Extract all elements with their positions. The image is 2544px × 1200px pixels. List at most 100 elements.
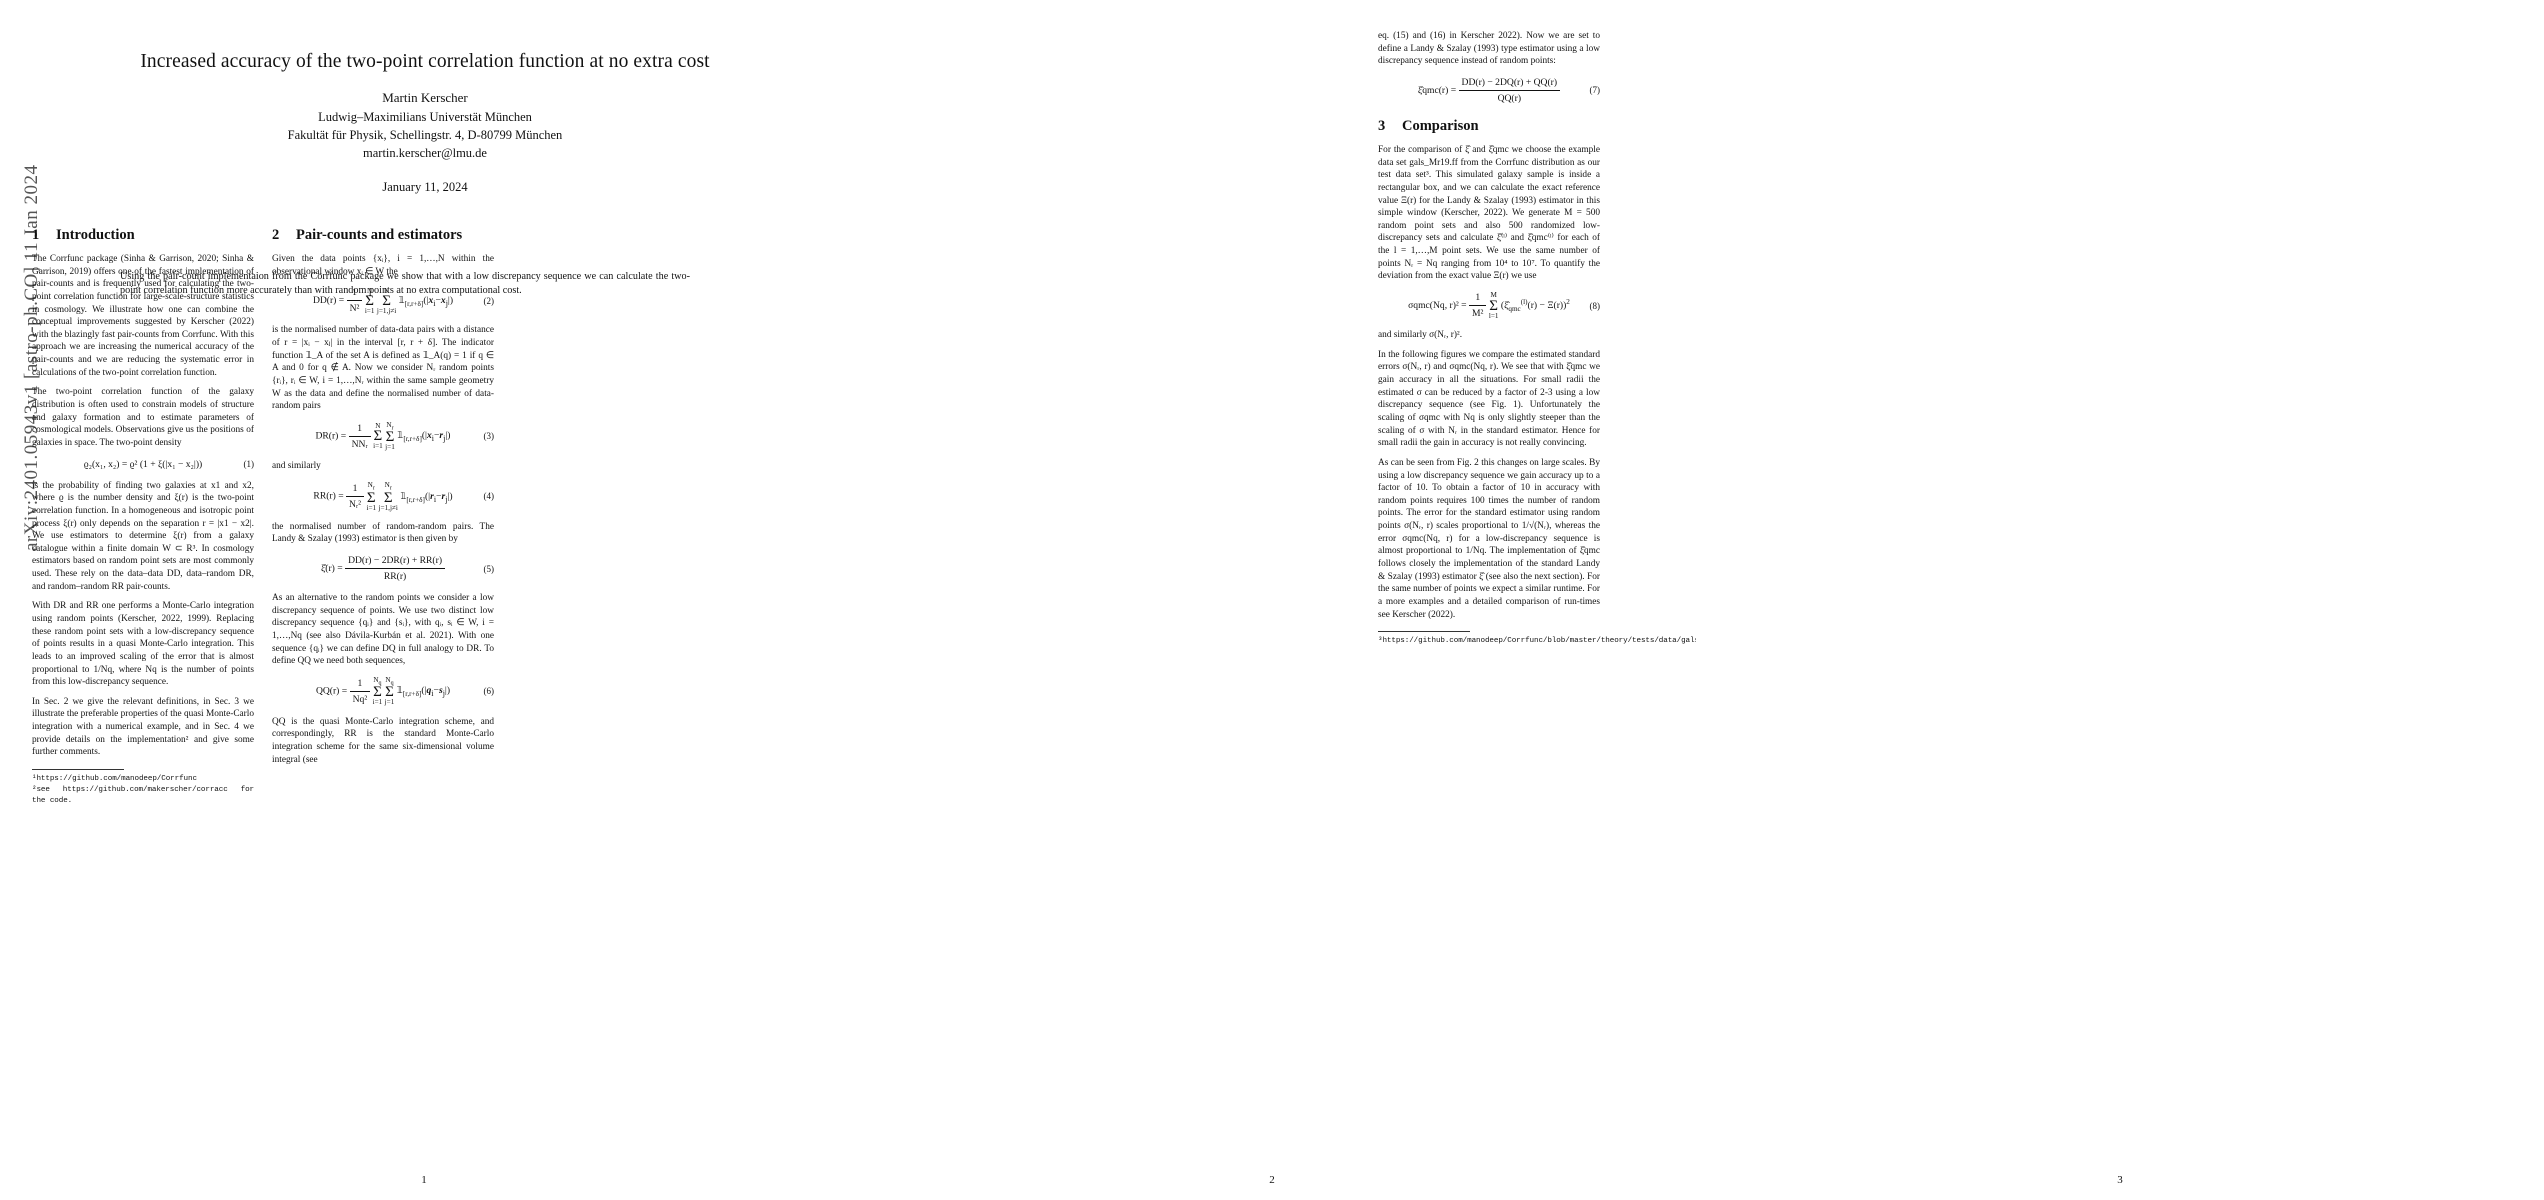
fraction-numerator: 1 <box>1469 291 1487 307</box>
page-number-3: 3 <box>2117 1174 2123 1186</box>
section-number: 2 <box>272 227 280 243</box>
equation-lhs: ξ̂qmc(r) = <box>1417 84 1457 96</box>
fraction-denominator: QQ(r) <box>1497 92 1522 104</box>
footnote-2: ²see https://github.com/makerscher/corra… <box>32 786 254 806</box>
fraction-denominator: NNᵣ <box>351 438 368 450</box>
section-heading-paircounts: 2 Pair-counts and estimators <box>272 227 494 244</box>
equation-fraction: DD(r) − 2DR(r) + RR(r) RR(r) <box>345 554 446 583</box>
page-number-2: 2 <box>1269 1174 1275 1186</box>
paragraph: In Sec. 2 we give the relevant definitio… <box>32 696 254 758</box>
equation-body: ϱ₂(x₁, x₂) = ϱ² (1 + ξ(|x₁ − x₂|)) <box>83 458 203 470</box>
equation-lhs: RR(r) = <box>313 490 344 502</box>
paragraph: For the comparison of ξ̂ and ξ̂qmc we ch… <box>1378 144 1600 282</box>
publication-date: January 11, 2024 <box>382 179 468 194</box>
section-title: Pair-counts and estimators <box>296 227 463 243</box>
fraction-numerator: DD(r) − 2DR(r) + RR(r) <box>345 554 446 570</box>
fraction-numerator: 1 <box>349 677 371 692</box>
fraction-denominator: RR(r) <box>383 571 407 583</box>
fraction-numerator: 1 <box>346 482 365 497</box>
paragraph: As an alternative to the random points w… <box>272 593 494 667</box>
page1-column-2: 2 Pair-counts and estimators Given the da… <box>272 227 494 773</box>
affiliation-line-1: Ludwig–Maximilians Universtät München <box>318 110 532 125</box>
indicator-term: 𝟙[r,r+δ](|ri−rj|) <box>400 490 453 504</box>
footnote-1: ¹https://github.com/manodeep/Corrfunc <box>32 775 197 784</box>
equation-5: ξ̂(r) = DD(r) − 2DR(r) + RR(r) RR(r) (5) <box>272 554 494 583</box>
equation-lhs: ξ̂(r) = <box>320 562 343 574</box>
equation-tag: (1) <box>243 458 255 469</box>
affiliation-line-2: Fakultät für Physik, Schellingstr. 4, D-… <box>287 128 563 143</box>
page-number-1: 1 <box>421 1174 427 1186</box>
abstract: Using the pair-count implementaion from … <box>120 271 690 297</box>
equation-tag: (2) <box>483 295 495 306</box>
indicator-term: 𝟙[r,r+δ](|xi−xj|) <box>398 294 454 308</box>
equation-fraction: 1 M² <box>1469 291 1487 320</box>
footnote-rule <box>32 769 124 771</box>
page2-column-1: eq. (15) and (16) in Kerscher 2022). Now… <box>1378 30 1735 647</box>
equation-7: ξ̂qmc(r) = DD(r) − 2DQ(r) + QQ(r) QQ(r) … <box>1378 76 1600 105</box>
paragraph: The two-point correlation function of th… <box>32 387 254 448</box>
equation-lhs: QQ(r) = <box>315 685 348 697</box>
equation-fraction: 1 Nᵣ² <box>346 482 365 511</box>
paragraph: The Corrfunc package (Sinha & Garrison, … <box>32 253 254 378</box>
equation-tag: (4) <box>483 491 495 502</box>
fraction-denominator: Nq² <box>352 693 368 705</box>
equation-fraction: 1 NNᵣ <box>348 422 371 451</box>
equation-1: ϱ₂(x₁, x₂) = ϱ² (1 + ξ(|x₁ − x₂|)) (1) <box>32 458 254 471</box>
equation-tag: (5) <box>483 563 495 574</box>
section-title: Introduction <box>56 227 135 243</box>
author-name: Martin Kerscher <box>382 90 468 106</box>
section-number: 3 <box>1378 118 1386 135</box>
fraction-numerator: DD(r) − 2DQ(r) + QQ(r) <box>1458 76 1561 91</box>
fraction-denominator: Nᵣ² <box>349 498 362 510</box>
equation-tag: (8) <box>1589 300 1601 311</box>
section-heading-comparison: 3 Comparison <box>1378 118 1600 135</box>
fraction-denominator: M² <box>1472 308 1484 320</box>
footnote-rule <box>1378 631 1470 633</box>
footnote-3: ³https://github.com/manodeep/Corrfunc/bl… <box>1378 637 1735 646</box>
page-2: eq. (15) and (16) in Kerscher 2022). Now… <box>848 0 2448 1200</box>
equation-lhs: σqmc(Nq, r)² = <box>1408 299 1467 311</box>
equation-term: (ξ̂qmc(l)(r) − Ξ(r))2 <box>1500 297 1570 313</box>
title-block: Increased accuracy of the two-point corr… <box>40 50 810 195</box>
page-title: Increased accuracy of the two-point corr… <box>140 51 710 72</box>
paragraph: QQ is the quasi Monte-Carlo integration … <box>272 716 494 765</box>
page1-column-1: 1 Introduction The Corrfunc package (Sinh… <box>32 227 254 807</box>
paragraph: is the normalised number of data-data pa… <box>272 325 494 412</box>
paragraph: the normalised number of random-random p… <box>272 521 494 545</box>
equation-tag: (3) <box>483 430 495 441</box>
equation-tag: (7) <box>1589 85 1601 96</box>
fraction-numerator: 1 <box>348 422 371 437</box>
page-3: 4Some notes The code: We provide a sampl… <box>1696 0 2544 1200</box>
paragraph: As can be seen from Fig. 2 this changes … <box>1378 457 1600 620</box>
equation-lhs: DD(r) = <box>312 294 345 306</box>
page-1: arXiv:2401.05943v1 [astro-ph.CO] 11 Jan … <box>0 0 848 1200</box>
equation-lhs: DR(r) = <box>315 430 347 442</box>
author-email: martin.kerscher@lmu.de <box>363 146 487 161</box>
equation-fraction: 1 Nq² <box>349 677 371 706</box>
indicator-term: 𝟙[r,r+δ](|xi−rj|) <box>397 430 451 444</box>
equation-tag: (6) <box>483 686 495 697</box>
paragraph: Given the data points {xᵢ}, i = 1,…,N wi… <box>272 253 494 277</box>
equation-fraction: 1 N² <box>346 286 363 315</box>
section-number: 1 <box>32 227 40 243</box>
indicator-term: 𝟙[r,r+δ](|qi−sj|) <box>396 685 451 699</box>
paragraph: and similarly <box>272 461 321 472</box>
paragraph: is the probability of finding two galaxi… <box>32 480 254 592</box>
section-heading-introduction: 1 Introduction <box>32 227 254 244</box>
paragraph: With DR and RR one performs a Monte-Carl… <box>32 601 254 688</box>
paragraph: and similarly σ(Nᵣ, r)². <box>1378 330 1463 341</box>
